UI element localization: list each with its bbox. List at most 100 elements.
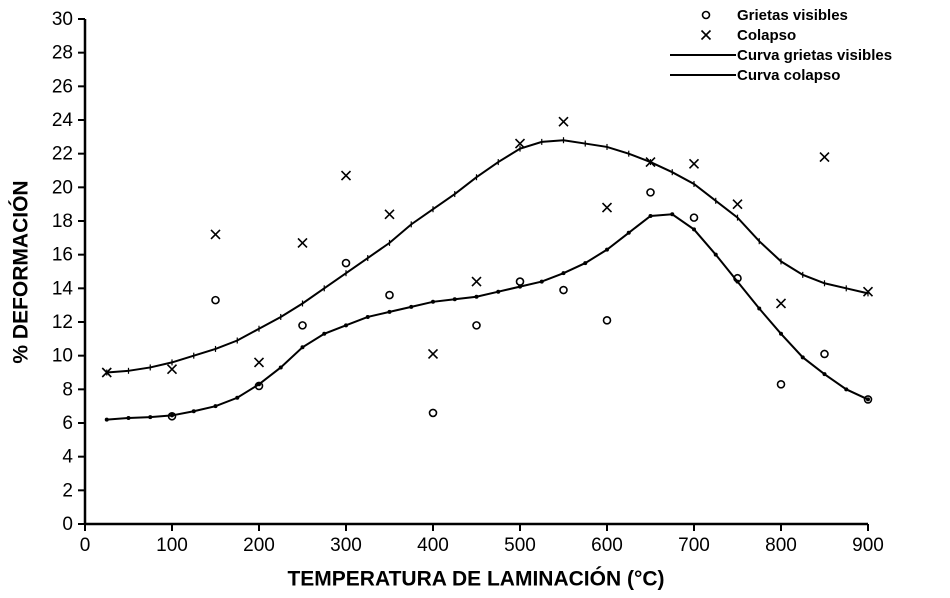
curve [106,139,869,374]
vertex [648,213,653,218]
point [776,379,786,389]
point [340,170,352,181]
vertex [126,415,131,420]
y-tick-label: 30 [52,9,73,30]
point [601,202,613,213]
vertex [278,365,283,370]
vertex [583,261,588,266]
y-tick-label: 22 [52,144,73,165]
point [558,116,569,127]
x-axis-label: TEMPERATURA DE LAMINACIÓN (°C) [287,567,664,591]
vertex [692,227,696,232]
x-tick-label: 300 [330,535,362,556]
y-tick-label: 14 [52,278,74,299]
y-tick-label: 10 [52,346,73,367]
vertex [387,309,392,314]
x-tick-label: 200 [243,535,275,556]
legend-label: Curva colapso [737,67,840,84]
vertex [539,279,544,284]
legend-label: Curva grietas visibles [737,47,892,64]
y-tick-label: 2 [62,480,73,501]
y-tick-label: 20 [52,177,73,198]
curve [106,213,869,421]
point [689,213,699,222]
point [384,209,395,220]
point [166,364,178,375]
x-tick-label: 600 [591,535,623,556]
point [775,298,787,309]
point [210,229,221,240]
x-tick-label: 0 [80,535,91,556]
vertex [170,413,174,418]
vertex [844,387,849,392]
vertex [757,306,762,311]
vertex [322,331,327,336]
y-tick-label: 4 [62,447,73,468]
point [559,285,568,295]
vertex [452,297,457,302]
y-tick-label: 8 [62,379,73,400]
point [341,258,351,268]
vertex [713,252,718,257]
vertex [670,212,675,217]
point [602,316,612,325]
x-tick-label: 500 [504,535,536,556]
y-tick-label: 6 [62,413,73,434]
vertex [800,355,805,360]
vertex [235,395,240,400]
vertex [866,397,870,402]
y-tick-label: 28 [52,43,73,64]
vertex [300,345,305,350]
vertex [518,284,522,289]
point [427,348,439,360]
vertex [365,314,370,319]
vertex [822,372,827,377]
legend-marker [700,29,712,41]
y-tick-label: 24 [52,110,74,131]
vertex [148,415,153,420]
vertex [474,294,479,299]
y-tick-label: 18 [52,211,73,232]
vertex [257,382,261,387]
vertex [735,279,740,284]
y-axis-label: % DEFORMACIÓN [9,180,33,363]
legend-marker [701,10,711,20]
point [863,395,873,404]
y-tick-label: 0 [62,514,73,535]
legend-label: Grietas visibles [737,7,848,24]
y-tick-label: 16 [52,245,73,266]
vertex [344,323,348,328]
vertex [605,247,609,252]
point [515,277,525,286]
point [820,349,829,359]
point [297,237,308,248]
point [253,357,265,368]
point [211,295,220,305]
vertex [213,404,218,409]
x-tick-label: 900 [852,535,884,556]
x-tick-label: 100 [156,535,188,556]
vertex [561,271,566,276]
y-tick-label: 26 [52,76,73,97]
vertex [496,289,501,294]
vertex [779,331,783,336]
point [514,138,526,149]
point [646,188,655,197]
x-tick-label: 800 [765,535,797,556]
vertex [431,299,435,304]
y-tick-label: 12 [52,312,73,333]
point [472,321,481,330]
x-tick-label: 400 [417,535,449,556]
point [732,199,743,210]
point [688,158,700,169]
legend-label: Colapso [737,27,796,44]
point [298,321,307,330]
point [471,276,482,287]
vertex [104,417,109,422]
vertex [409,304,414,309]
point [428,408,438,418]
point [385,290,394,300]
vertex [191,409,196,414]
